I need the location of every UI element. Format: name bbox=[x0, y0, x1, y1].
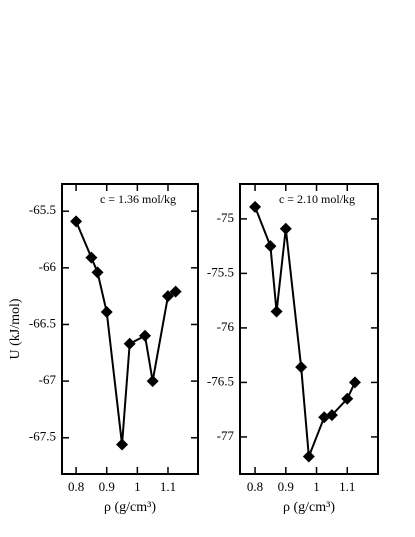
x-tick-label: 0.8 bbox=[247, 479, 263, 494]
y-tick-label: -67.5 bbox=[29, 429, 56, 444]
data-marker bbox=[279, 222, 292, 235]
plot-frame bbox=[61, 183, 199, 475]
data-marker bbox=[85, 251, 98, 264]
data-marker bbox=[91, 266, 104, 279]
y-tick-label: -67 bbox=[39, 372, 57, 387]
data-marker bbox=[249, 200, 262, 213]
y-tick-label: -75.5 bbox=[207, 264, 234, 279]
x-tick-label: 0.9 bbox=[99, 479, 115, 494]
data-marker bbox=[302, 450, 315, 463]
y-tick-label: -77 bbox=[217, 428, 235, 443]
annotation: c = 2.10 mol/kg bbox=[279, 192, 355, 206]
y-tick-label: -75 bbox=[217, 210, 234, 225]
data-marker bbox=[169, 285, 182, 298]
y-axis-label: U (kJ/mol) bbox=[8, 298, 23, 359]
data-marker bbox=[341, 392, 354, 405]
data-marker bbox=[348, 376, 361, 389]
y-tick-label: -65.5 bbox=[29, 202, 56, 217]
x-axis-label: ρ (g/cm³) bbox=[104, 500, 156, 515]
x-axis-label: ρ (g/cm³) bbox=[283, 500, 335, 515]
y-tick-label: -66 bbox=[39, 259, 57, 274]
data-marker bbox=[264, 240, 277, 253]
data-marker bbox=[325, 409, 338, 422]
annotation: c = 1.36 mol/kg bbox=[100, 192, 176, 206]
data-marker bbox=[100, 306, 113, 319]
data-marker bbox=[123, 337, 136, 350]
data-marker bbox=[70, 215, 83, 228]
series-line bbox=[75, 220, 177, 445]
x-tick-label: 1 bbox=[134, 479, 141, 494]
data-marker bbox=[161, 290, 174, 303]
x-tick-label: 0.9 bbox=[278, 479, 294, 494]
x-tick-label: 0.8 bbox=[68, 479, 84, 494]
x-tick-label: 1 bbox=[313, 479, 320, 494]
y-tick-label: -76.5 bbox=[207, 373, 234, 388]
x-tick-label: 1.1 bbox=[160, 479, 176, 494]
plot-frame bbox=[239, 183, 379, 475]
y-tick-label: -66.5 bbox=[29, 315, 56, 330]
x-tick-label: 1.1 bbox=[339, 479, 355, 494]
data-marker bbox=[146, 375, 159, 388]
y-tick-label: -76 bbox=[217, 319, 235, 334]
data-marker bbox=[270, 305, 283, 318]
data-marker bbox=[295, 361, 308, 374]
data-marker bbox=[116, 438, 129, 451]
series-line bbox=[254, 206, 356, 457]
data-marker bbox=[139, 329, 152, 342]
